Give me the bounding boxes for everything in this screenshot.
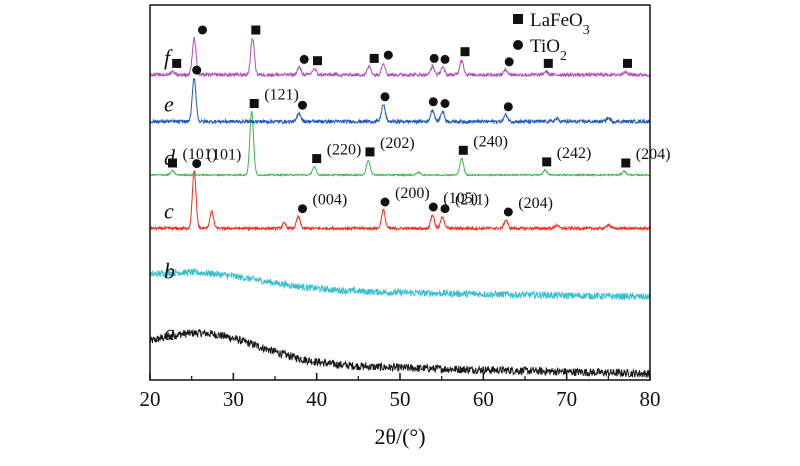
series-d-lafeo3-marker — [542, 157, 552, 167]
series-d-lafeo3-marker — [168, 158, 177, 168]
series-f-tio2-marker — [440, 54, 450, 64]
series-d-lafeo3-marker — [458, 145, 468, 155]
series-d-hkl-label: (220) — [327, 142, 362, 159]
x-tick-label: 40 — [306, 387, 327, 411]
x-tick-label: 80 — [640, 387, 661, 411]
series-e-line — [149, 78, 651, 126]
x-axis-title: 2θ/(°) — [374, 424, 425, 449]
plot-area: abc(101)(004) (200) (105)(211) (204)d (101)(… — [149, 25, 671, 379]
series-d-lafeo3-marker — [365, 147, 375, 157]
series-d-lafeo3-marker — [249, 99, 259, 108]
x-tick-label: 30 — [223, 387, 244, 411]
series-f-line — [149, 36, 651, 79]
legend-tio2-symbol — [513, 40, 523, 50]
series-e-tio2-marker — [428, 97, 438, 107]
series-c-hkl-label: (105) — [443, 190, 478, 207]
series-c-tio2-marker — [440, 204, 450, 214]
series-f-tio2-marker — [198, 25, 207, 35]
series-c-hkl-label: (211) — [455, 192, 489, 209]
series-c-tio2-marker — [428, 202, 438, 212]
series-c-tio2-marker — [380, 197, 390, 207]
series-f-lafeo3-marker — [313, 56, 322, 66]
series-c-label: c — [164, 198, 174, 223]
series-f-tio2-marker — [299, 54, 309, 64]
series-a-line — [149, 328, 651, 379]
series-d-hkl-label: (240) — [473, 133, 508, 150]
series-f-lafeo3-marker — [543, 58, 553, 68]
series-f-lafeo3-marker — [623, 58, 632, 68]
x-axis: 20 30 40 50 60 70 80 — [140, 373, 661, 411]
series-a-label: a — [164, 320, 175, 345]
series-f-lafeo3-marker — [369, 53, 379, 63]
series-d-lafeo3-marker — [312, 154, 322, 164]
series-c-hkl-label: (200) — [395, 185, 430, 202]
series-f-tio2-marker — [429, 53, 439, 63]
series-f-tio2-marker — [383, 50, 393, 60]
series-e-tio2-marker — [192, 65, 202, 75]
series-f-label: f — [164, 45, 173, 70]
series-c-tio2-marker — [192, 159, 202, 169]
series-e-tio2-marker — [503, 102, 513, 112]
legend-lafeo3-symbol — [513, 14, 523, 24]
series-d-hkl-label: (121) — [264, 87, 299, 104]
marker-layer: abc(101)(004) (200) (105)(211) (204)d (101)(… — [164, 25, 671, 345]
series-e-tio2-marker — [298, 100, 307, 110]
series-d-lafeo3-marker — [621, 158, 631, 168]
x-tick-label: 50 — [390, 387, 411, 411]
series-c-tio2-marker — [298, 204, 307, 214]
series-e-tio2-marker — [380, 92, 390, 102]
series-c-line — [149, 170, 651, 232]
series-b-label: b — [164, 259, 175, 284]
series-b-line — [149, 267, 651, 301]
legend-label: TiO2 — [530, 36, 567, 64]
series-f-lafeo3-marker — [460, 47, 470, 57]
x-tick-label: 20 — [140, 387, 161, 411]
series-c-hkl-label: (101) — [207, 147, 242, 164]
series-e-tio2-marker — [440, 99, 450, 108]
series-layer — [149, 36, 651, 379]
series-d-hkl-label: (202) — [380, 135, 415, 152]
x-tick-label: 70 — [556, 387, 577, 411]
series-c-hkl-label: (204) — [518, 195, 553, 212]
x-tick-label: 60 — [473, 387, 494, 411]
series-f-lafeo3-marker — [172, 58, 182, 68]
series-d-hkl-label: (204) — [636, 146, 671, 163]
legend-label: LaFeO3 — [530, 10, 590, 38]
series-d-line — [149, 110, 651, 178]
series-c-tio2-marker — [503, 207, 513, 217]
series-d-hkl-label: (101) — [183, 146, 218, 163]
series-c-hkl-label: (004) — [313, 192, 348, 209]
series-e-label: e — [164, 92, 174, 117]
series-f-tio2-marker — [504, 57, 514, 67]
series-d-hkl-label: (242) — [557, 145, 592, 162]
series-f-lafeo3-marker — [251, 25, 261, 35]
